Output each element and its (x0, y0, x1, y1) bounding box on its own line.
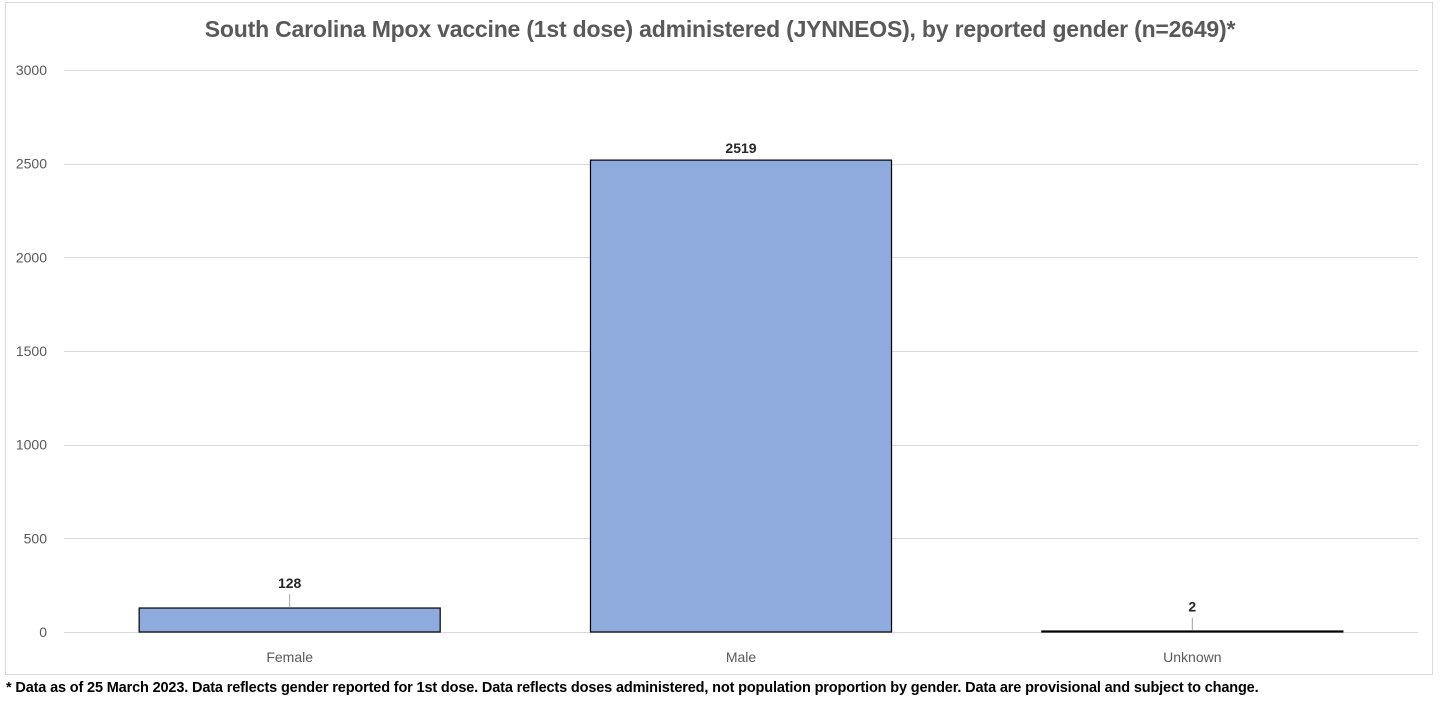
y-tick-label-0: 0 (39, 624, 47, 640)
bar-unknown (1041, 630, 1344, 633)
data-label-male: 2519 (725, 140, 756, 156)
x-tick-label-female: Female (266, 649, 313, 665)
data-label-unknown: 2 (1188, 599, 1196, 615)
bar-male (589, 159, 893, 633)
bars (138, 159, 1344, 633)
y-tick-label-1000: 1000 (16, 437, 47, 453)
label-leader-lines (289, 594, 1193, 631)
y-tick-label-2500: 2500 (16, 156, 47, 172)
x-axis-ticks: Female Male Unknown (266, 649, 1221, 665)
bar-female (138, 607, 441, 633)
y-tick-label-2000: 2000 (16, 249, 47, 265)
y-axis-ticks: 0 500 1000 1500 2000 2500 3000 (16, 62, 47, 640)
y-tick-label-1500: 1500 (16, 343, 47, 359)
y-tick-label-3000: 3000 (16, 62, 47, 78)
data-label-female: 128 (278, 575, 302, 591)
chart-title: South Carolina Mpox vaccine (1st dose) a… (204, 16, 1236, 42)
x-tick-label-unknown: Unknown (1163, 649, 1221, 665)
footnote: * Data as of 25 March 2023. Data reflect… (6, 680, 1259, 696)
x-tick-label-male: Male (726, 649, 757, 665)
y-tick-label-500: 500 (24, 530, 48, 546)
data-labels: 128 2519 2 (278, 140, 1196, 615)
